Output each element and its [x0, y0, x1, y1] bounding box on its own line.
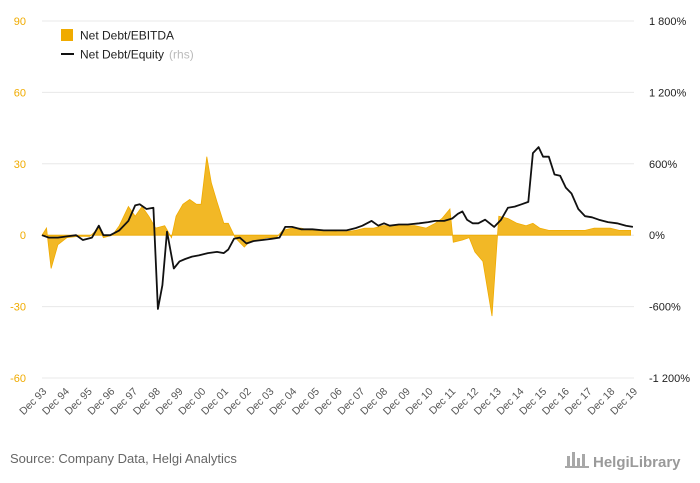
right-axis-ticks: 1 800% 1 200% 600% 0% -600% -1 200%	[649, 16, 690, 385]
left-tick-label: 30	[14, 159, 26, 171]
footer-source: Source: Company Data, Helgi Analytics	[10, 451, 237, 466]
gridlines	[42, 20, 634, 379]
left-axis-ticks: 90 60 30 0 -30 -60	[10, 16, 26, 385]
legend-label-rhs: (rhs)	[169, 48, 194, 62]
brand-logo: HelgiLibrary	[565, 452, 681, 471]
area-net-debt-ebitda	[41, 156, 631, 317]
right-tick-label: 1 200%	[649, 87, 687, 99]
helgi-library-logo-icon	[565, 452, 589, 468]
left-tick-label: 90	[14, 16, 26, 28]
legend-swatch-net-debt-ebitda	[61, 29, 73, 41]
legend-label-net-debt-ebitda: Net Debt/EBITDA	[80, 29, 174, 43]
legend: Net Debt/EBITDA Net Debt/Equity (rhs)	[61, 29, 194, 62]
left-tick-label: -60	[10, 373, 26, 385]
legend-label-net-debt-equity: Net Debt/Equity (rhs)	[80, 48, 194, 62]
right-tick-label: 0%	[649, 230, 665, 242]
left-tick-label: 0	[20, 230, 26, 242]
right-tick-label: -1 200%	[649, 373, 690, 385]
brand-name: HelgiLibrary	[593, 454, 681, 471]
area-series-layer	[41, 156, 631, 317]
line-net-debt-equity	[41, 146, 634, 310]
legend-label-net-debt-equity-main: Net Debt/Equity	[80, 48, 164, 62]
right-tick-label: -600%	[649, 302, 681, 314]
left-tick-label: 60	[14, 87, 26, 99]
right-tick-label: 1 800%	[649, 16, 687, 28]
left-tick-label: -30	[10, 302, 26, 314]
line-series-layer	[41, 146, 634, 310]
right-tick-label: 600%	[649, 159, 677, 171]
